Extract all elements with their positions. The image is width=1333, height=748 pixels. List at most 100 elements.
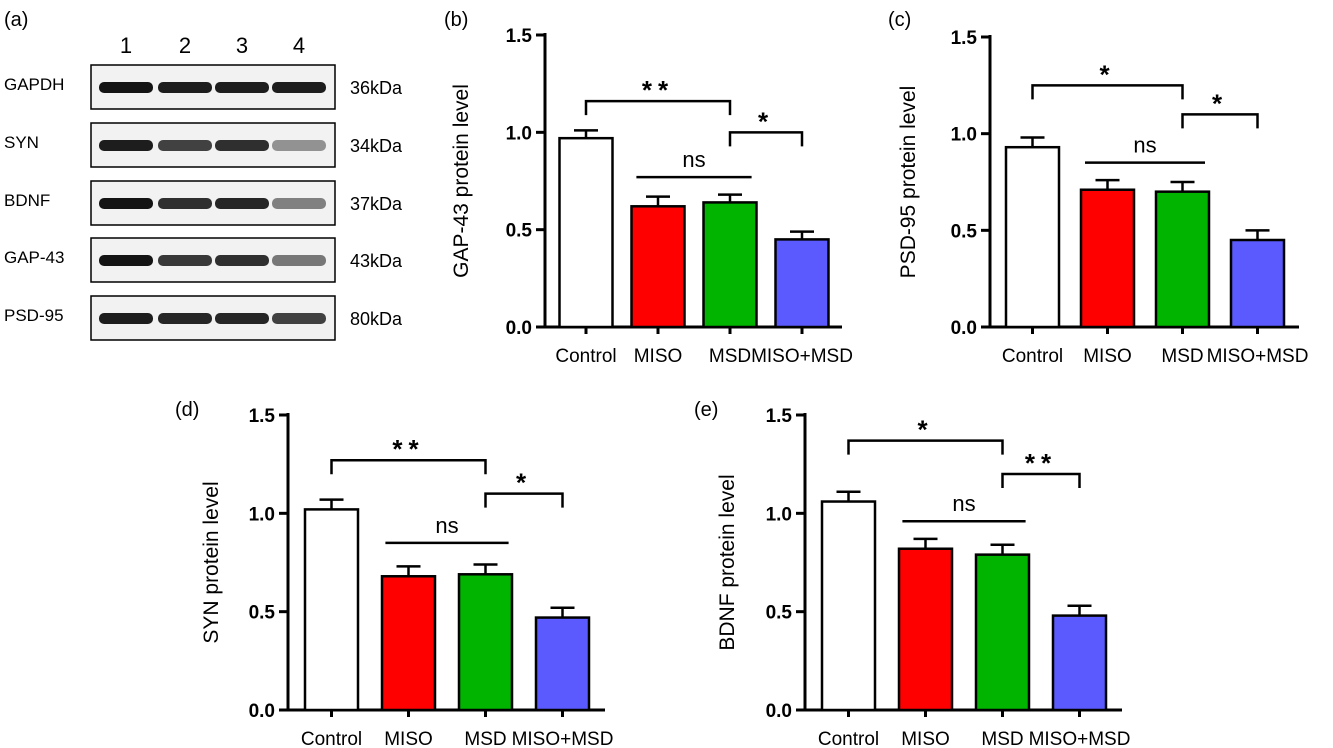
blot-band [272,82,326,93]
y-tick-label: 1.0 [249,504,275,525]
lane-number: 3 [236,33,248,58]
panel-label: (b) [444,9,468,31]
y-tick-label: 1.0 [951,125,977,146]
blot-size-label: 80kDa [350,309,403,329]
bdnf-bar-chart: (e) BDNF protein level 0.0 0.5 1.0 1.5 Control… [694,399,1130,748]
blot-band [272,313,326,324]
x-tick-label: Control [1002,346,1063,367]
x-tick-label: MISO+MSD [751,346,853,367]
blot-band [215,313,269,324]
y-tick-label: 0.0 [506,318,532,339]
y-tick-label: 1.5 [766,406,793,427]
significance-label: ns [1133,133,1156,158]
y-tick-label: 1.5 [951,28,978,49]
bar [303,508,360,712]
blot-band [99,255,153,266]
y-tick-label: 1.5 [506,26,533,47]
y-tick-label: 1.0 [766,504,792,525]
x-tick-label: Control [555,346,616,367]
bar [1154,190,1211,329]
significance-bracket [484,492,564,508]
blot-band [215,198,269,209]
blot-protein-label: BDNF [4,191,50,210]
blot-size-label: 34kDa [350,136,403,156]
significance-label: ns [952,491,975,516]
blot-size-label: 36kDa [350,78,403,98]
blot-band [272,198,326,209]
blot-band [158,255,212,266]
x-tick-label: MISO [1083,346,1132,367]
blot-band [272,255,326,266]
blot-band [99,313,153,324]
significance-label: ns [435,513,458,538]
significance-label: * [917,415,933,445]
x-tick-label: MISO+MSD [1207,346,1309,367]
significance-bracket [1001,472,1081,488]
bar [774,238,830,329]
blot-band [158,198,212,209]
bar [558,136,614,329]
bar [380,575,437,712]
blot-size-label: 37kDa [350,194,403,214]
bar [702,201,758,329]
blot-band [99,198,153,209]
blot-band [215,140,269,151]
significance-bracket [330,458,487,475]
x-tick-label: MSD [981,729,1023,748]
y-tick-label: 0.5 [249,603,276,624]
significance-label: * [758,106,774,136]
x-tick-label: MISO [634,346,683,367]
psd95-bar-chart: (c) PSD-95 protein level 0.0 0.5 1.0 1.5 Contr… [888,9,1308,367]
blot-band [158,82,212,93]
bar [1079,188,1136,329]
y-tick-label: 0.0 [249,701,275,722]
x-tick-label: MSD [464,729,506,748]
significance-bracket [1031,84,1184,100]
y-tick-label: 0.0 [766,701,792,722]
blot-band [272,140,326,151]
significance-label: ** [392,434,424,464]
blot-size-label: 43kDa [350,251,403,271]
blot-protein-label: SYN [4,133,39,152]
blot-band [99,82,153,93]
x-tick-label: Control [301,729,362,748]
y-tick-label: 0.5 [506,221,533,242]
significance-label: * [1212,88,1228,118]
bar [820,500,877,712]
y-tick-label: 0.0 [951,318,977,339]
significance-bracket [584,99,732,116]
lane-number: 1 [120,33,132,58]
panel-label: (d) [175,399,199,421]
significance-label: ** [1025,448,1057,478]
gap43-bar-chart: (b) GAP-43 protein level 0.0 0.5 1.0 1.5 Contr… [444,9,853,367]
blot-band [99,140,153,151]
panel-label: (c) [888,9,911,31]
panel-label: (e) [694,399,718,421]
bar [1004,145,1061,329]
lane-number: 4 [293,33,305,58]
significance-label: ** [642,75,674,105]
significance-bracket [847,439,1004,455]
y-axis-label: BDNF protein level [716,474,739,650]
significance-bracket [728,131,804,147]
blot-band [158,140,212,151]
significance-label: * [516,468,532,498]
lane-number: 2 [179,33,191,58]
bar [974,553,1031,712]
y-tick-label: 0.5 [766,603,793,624]
significance-label: * [1099,59,1115,89]
western-blot-panel: (a) 1 2 3 4 GAPDH 36kDa SYN 34kDa BDNF 37kDa GAP-43… [4,9,403,341]
blot-band [215,255,269,266]
bar [1051,614,1108,712]
x-tick-label: MSD [1161,346,1203,367]
bar [457,573,514,712]
x-tick-label: MISO+MSD [512,729,614,748]
y-axis-label: SYN protein level [200,481,223,643]
x-tick-label: MISO+MSD [1029,729,1131,748]
panel-label-a: (a) [4,9,28,31]
y-tick-label: 0.5 [951,221,978,242]
blot-band [158,313,212,324]
bar [1229,238,1286,329]
x-tick-label: MISO [901,729,950,748]
